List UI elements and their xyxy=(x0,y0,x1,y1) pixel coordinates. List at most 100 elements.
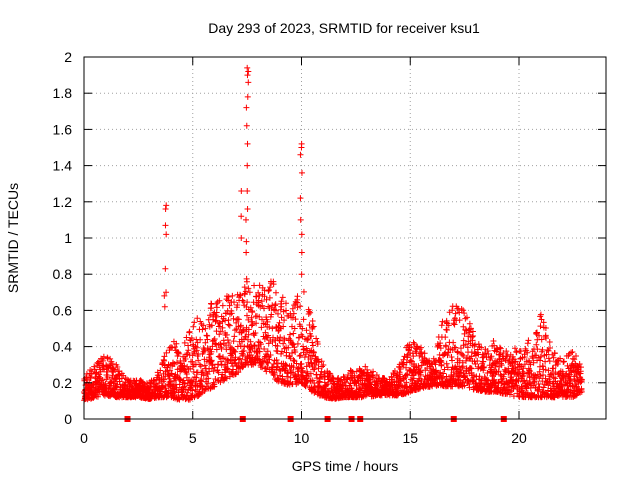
data-point xyxy=(410,339,417,346)
data-point xyxy=(488,364,495,371)
data-point xyxy=(181,339,188,346)
data-point xyxy=(229,292,236,299)
data-point xyxy=(537,357,544,364)
data-point xyxy=(267,284,274,291)
data-point xyxy=(498,362,505,369)
spike-point xyxy=(163,231,170,238)
data-point xyxy=(510,386,517,393)
data-point xyxy=(245,326,252,333)
data-point xyxy=(174,359,181,366)
data-point xyxy=(263,368,270,375)
data-point xyxy=(480,358,487,365)
data-point xyxy=(294,293,301,300)
y-tick-label: 0.8 xyxy=(53,266,73,282)
data-point xyxy=(239,348,246,355)
data-point xyxy=(180,377,187,384)
data-point xyxy=(285,380,292,387)
spike-point xyxy=(297,195,304,202)
data-point xyxy=(100,353,107,360)
data-point xyxy=(199,326,206,333)
data-point xyxy=(463,314,470,321)
data-point xyxy=(537,323,544,330)
data-point xyxy=(272,289,279,296)
data-point xyxy=(252,330,259,337)
data-point xyxy=(197,336,204,343)
data-point xyxy=(545,355,552,362)
data-point xyxy=(215,323,222,330)
data-point xyxy=(460,323,467,330)
data-point xyxy=(450,371,457,378)
data-point xyxy=(213,304,220,311)
spike-point xyxy=(297,216,304,223)
data-point xyxy=(441,366,448,373)
data-point xyxy=(255,345,262,352)
data-point xyxy=(524,349,531,356)
data-point xyxy=(310,323,317,330)
data-point xyxy=(189,387,196,394)
data-point xyxy=(195,357,202,364)
data-point xyxy=(306,321,313,328)
y-tick-label: 1.8 xyxy=(53,85,73,101)
data-point xyxy=(276,319,283,326)
data-point xyxy=(300,316,307,323)
data-point xyxy=(281,317,288,324)
data-point xyxy=(439,318,446,325)
data-point xyxy=(514,371,521,378)
data-point xyxy=(458,364,465,371)
data-point xyxy=(280,340,287,347)
data-point xyxy=(496,344,503,351)
data-point xyxy=(480,353,487,360)
x-tick-label: 10 xyxy=(294,430,310,446)
data-point xyxy=(183,334,190,341)
data-point xyxy=(476,373,483,380)
data-point xyxy=(114,363,121,370)
data-point xyxy=(310,349,317,356)
data-point xyxy=(578,376,585,383)
data-point xyxy=(297,303,304,310)
data-point xyxy=(265,360,272,367)
data-point xyxy=(343,376,350,383)
data-point xyxy=(416,346,423,353)
data-point xyxy=(213,309,220,316)
data-point xyxy=(170,385,177,392)
data-point xyxy=(249,321,256,328)
data-point xyxy=(113,384,120,391)
spike-point xyxy=(243,104,250,111)
data-point xyxy=(256,282,263,289)
data-point xyxy=(443,326,450,333)
spike-point xyxy=(244,162,251,169)
data-point xyxy=(199,367,206,374)
spike-point xyxy=(238,187,245,194)
data-point xyxy=(282,300,289,307)
data-point xyxy=(403,371,410,378)
data-point xyxy=(270,361,277,368)
data-point xyxy=(235,356,242,363)
data-point xyxy=(402,364,409,371)
data-point xyxy=(215,361,222,368)
data-point xyxy=(318,368,325,375)
data-point xyxy=(576,361,583,368)
data-point xyxy=(192,378,199,385)
data-point xyxy=(315,365,322,372)
data-point xyxy=(533,374,540,381)
data-point xyxy=(228,310,235,317)
data-point xyxy=(533,341,540,348)
data-point xyxy=(261,293,268,300)
data-point xyxy=(540,384,547,391)
data-point xyxy=(308,333,315,340)
spike-point xyxy=(162,206,169,213)
data-point xyxy=(303,363,310,370)
data-point xyxy=(289,350,296,357)
data-point xyxy=(542,325,549,332)
data-point xyxy=(88,370,95,377)
data-point xyxy=(237,322,244,329)
data-point xyxy=(492,363,499,370)
data-point xyxy=(578,388,585,395)
data-point xyxy=(231,299,238,306)
data-point xyxy=(213,346,220,353)
data-point xyxy=(247,304,254,311)
data-point xyxy=(242,288,249,295)
data-point xyxy=(263,296,270,303)
data-point xyxy=(303,327,310,334)
